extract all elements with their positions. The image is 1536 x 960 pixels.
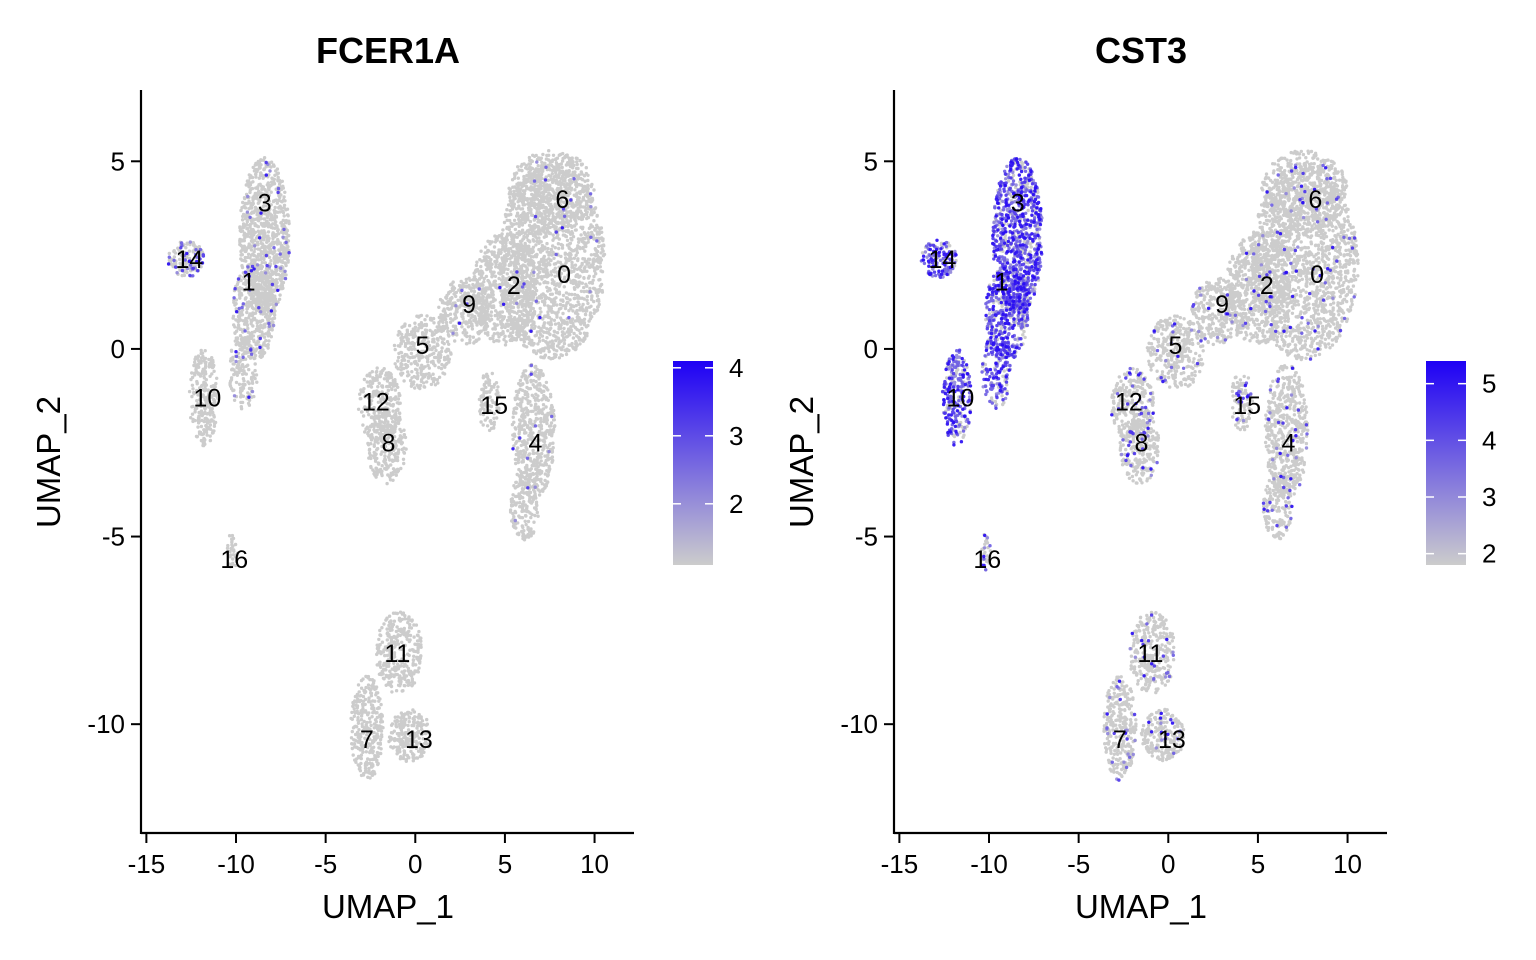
cluster-label: 2 xyxy=(1260,272,1274,300)
cluster-label: 6 xyxy=(1308,186,1322,214)
x-ticks: -15 -10 -5 0 5 10 xyxy=(128,833,609,879)
cluster-label: 0 xyxy=(557,261,571,289)
x-tick-label: 10 xyxy=(1333,849,1362,879)
y-tick-label: -10 xyxy=(840,709,878,739)
x-tick-label: 5 xyxy=(1251,849,1265,879)
x-tick-label: -10 xyxy=(970,849,1008,879)
y-ticks: 5 0 -5 -10 xyxy=(87,146,141,739)
cluster-label: 12 xyxy=(362,388,390,416)
cluster-label: 5 xyxy=(1169,332,1183,360)
cluster-label: 15 xyxy=(480,392,508,420)
cluster-label: 14 xyxy=(175,246,203,274)
legend-tick-label: 4 xyxy=(729,353,743,383)
cluster-label: 5 xyxy=(416,332,430,360)
cluster-label: 4 xyxy=(1281,430,1295,458)
x-tick-label: -15 xyxy=(881,849,919,879)
y-tick-label: 0 xyxy=(111,334,125,364)
cluster-label: 7 xyxy=(1113,726,1127,754)
y-axis-label: UMAP_2 xyxy=(30,396,67,528)
legend-ticks: 4 3 2 xyxy=(673,353,743,519)
legend-tick-label: 5 xyxy=(1482,369,1496,399)
x-tick-label: -5 xyxy=(314,849,337,879)
plot-panel-fcer1a: FCER1A 3 14 1 10 16 6 0 2 9 5 12 15 8 4 11 7 13 -15 -10 -5… xyxy=(30,30,743,925)
legend-tick-label: 3 xyxy=(1482,482,1496,512)
x-tick-label: 0 xyxy=(1161,849,1175,879)
cluster-label: 16 xyxy=(973,546,1001,574)
cluster-label: 8 xyxy=(381,430,395,458)
y-tick-label: -5 xyxy=(102,522,125,552)
cluster-label: 12 xyxy=(1115,388,1143,416)
cluster-label: 1 xyxy=(242,268,256,296)
cluster-label: 16 xyxy=(220,546,248,574)
cluster-label: 0 xyxy=(1310,261,1324,289)
y-tick-label: 0 xyxy=(864,334,878,364)
y-axis-label: UMAP_2 xyxy=(783,396,820,528)
x-tick-label: -10 xyxy=(217,849,255,879)
legend-ticks: 5 4 3 2 xyxy=(1426,369,1496,569)
cell-points-expressing xyxy=(167,165,599,460)
cluster-label: 10 xyxy=(193,385,221,413)
legend-tick-label: 4 xyxy=(1482,425,1496,455)
cluster-label: 11 xyxy=(384,640,410,668)
cluster-label: 8 xyxy=(1134,430,1148,458)
x-tick-label: 10 xyxy=(580,849,609,879)
legend-tick-label: 2 xyxy=(1482,539,1496,569)
cluster-label: 3 xyxy=(1011,190,1025,218)
x-tick-label: -15 xyxy=(128,849,166,879)
cell-points-expressing xyxy=(166,173,565,451)
color-legend: 5 4 3 2 xyxy=(1426,361,1496,569)
cluster-label: 1 xyxy=(995,268,1009,296)
legend-colorbar xyxy=(1426,361,1466,565)
cluster-label: 7 xyxy=(360,726,374,754)
cluster-label: 9 xyxy=(1215,291,1229,319)
cluster-label: 15 xyxy=(1233,392,1261,420)
umap-points xyxy=(166,149,607,780)
x-ticks: -15 -10 -5 0 5 10 xyxy=(881,833,1362,879)
cell-points-low xyxy=(167,149,607,780)
umap-points xyxy=(919,149,1360,782)
y-tick-label: -10 xyxy=(87,709,125,739)
x-tick-label: -5 xyxy=(1067,849,1090,879)
cluster-label: 4 xyxy=(528,430,542,458)
legend-tick-label: 3 xyxy=(729,421,743,451)
y-tick-label: 5 xyxy=(864,146,878,176)
cluster-labels: 3 14 1 10 16 6 0 2 9 5 12 15 8 4 11 7 13 xyxy=(928,186,1324,754)
y-tick-label: -5 xyxy=(855,522,878,552)
cluster-label: 9 xyxy=(462,291,476,319)
cell-points-low xyxy=(920,149,1360,779)
cluster-label: 13 xyxy=(405,726,433,754)
cluster-label: 14 xyxy=(928,246,956,274)
color-legend: 4 3 2 xyxy=(673,353,743,565)
cluster-label: 10 xyxy=(946,385,974,413)
cluster-label: 11 xyxy=(1137,640,1163,668)
legend-tick-label: 2 xyxy=(729,489,743,519)
chart-title: CST3 xyxy=(1095,30,1187,71)
cluster-label: 2 xyxy=(507,272,521,300)
cluster-label: 3 xyxy=(258,190,272,218)
x-tick-label: 0 xyxy=(408,849,422,879)
cell-points-expressing xyxy=(923,157,1335,781)
cluster-label: 6 xyxy=(555,186,569,214)
y-ticks: 5 0 -5 -10 xyxy=(840,146,894,739)
chart-title: FCER1A xyxy=(316,30,460,71)
x-axis-label: UMAP_1 xyxy=(1075,888,1207,925)
y-tick-label: 5 xyxy=(111,146,125,176)
x-axis-label: UMAP_1 xyxy=(322,888,454,925)
cluster-label: 13 xyxy=(1158,726,1186,754)
cell-points-expressing xyxy=(921,157,1335,741)
cluster-labels: 3 14 1 10 16 6 0 2 9 5 12 15 8 4 11 7 13 xyxy=(175,186,571,754)
legend-colorbar xyxy=(673,361,713,565)
x-tick-label: 5 xyxy=(498,849,512,879)
